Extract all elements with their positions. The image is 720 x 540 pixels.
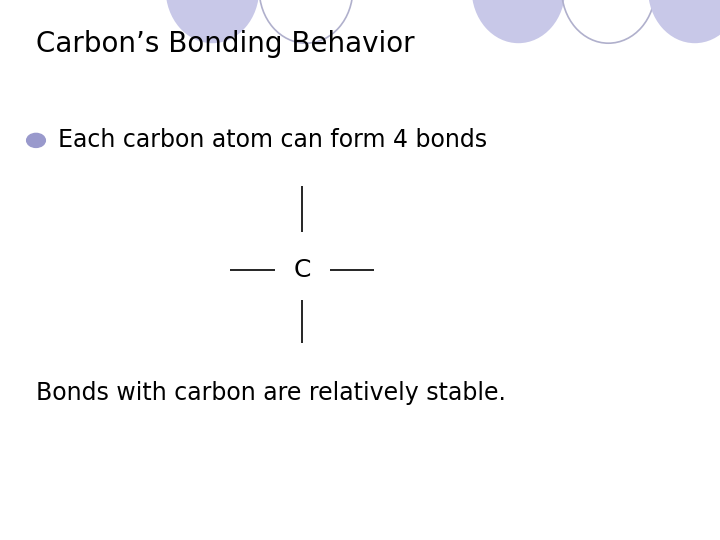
Ellipse shape bbox=[472, 0, 565, 43]
Ellipse shape bbox=[648, 0, 720, 43]
Text: Each carbon atom can form 4 bonds: Each carbon atom can form 4 bonds bbox=[58, 129, 487, 152]
Text: C: C bbox=[294, 258, 311, 282]
Text: Carbon’s Bonding Behavior: Carbon’s Bonding Behavior bbox=[36, 30, 415, 58]
Circle shape bbox=[27, 133, 45, 147]
Text: Bonds with carbon are relatively stable.: Bonds with carbon are relatively stable. bbox=[36, 381, 506, 404]
Ellipse shape bbox=[166, 0, 259, 43]
